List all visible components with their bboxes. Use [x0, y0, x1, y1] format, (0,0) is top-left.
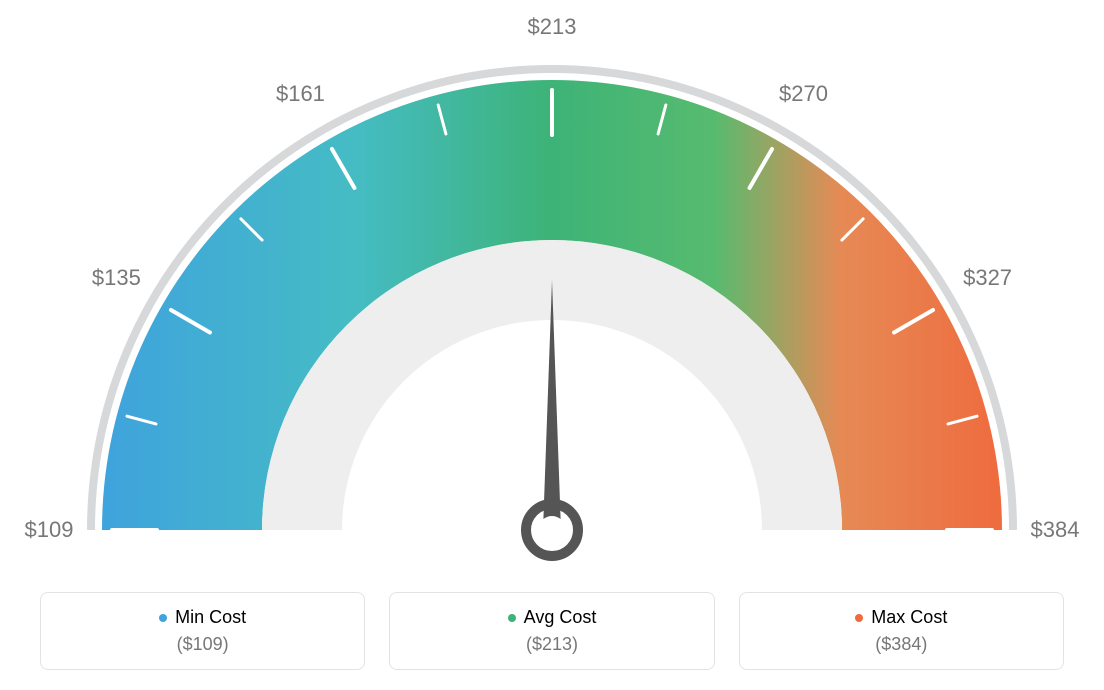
legend-box-min: Min Cost ($109)	[40, 592, 365, 670]
gauge-svg	[0, 0, 1104, 570]
gauge-tick-label: $161	[276, 81, 325, 107]
legend-dot-avg	[508, 614, 516, 622]
legend-label-max: Max Cost	[871, 607, 947, 628]
legend-title-min: Min Cost	[159, 607, 246, 628]
gauge-tick-label: $384	[1031, 517, 1080, 543]
legend-dot-max	[855, 614, 863, 622]
legend-dot-min	[159, 614, 167, 622]
legend-value-avg: ($213)	[526, 634, 578, 655]
gauge-tick-label: $270	[779, 81, 828, 107]
legend-box-max: Max Cost ($384)	[739, 592, 1064, 670]
legend-box-avg: Avg Cost ($213)	[389, 592, 714, 670]
legend-value-min: ($109)	[177, 634, 229, 655]
legend-row: Min Cost ($109) Avg Cost ($213) Max Cost…	[0, 592, 1104, 670]
legend-title-max: Max Cost	[855, 607, 947, 628]
gauge-tick-label: $135	[92, 265, 141, 291]
gauge-tick-label: $109	[25, 517, 74, 543]
gauge-chart: $109 $135 $161 $213 $270 $327 $384	[0, 0, 1104, 570]
legend-label-avg: Avg Cost	[524, 607, 597, 628]
gauge-tick-label: $213	[528, 14, 577, 40]
legend-value-max: ($384)	[875, 634, 927, 655]
legend-label-min: Min Cost	[175, 607, 246, 628]
chart-container: $109 $135 $161 $213 $270 $327 $384 Min Cost ($…	[0, 0, 1104, 690]
gauge-tick-label: $327	[963, 265, 1012, 291]
legend-title-avg: Avg Cost	[508, 607, 597, 628]
